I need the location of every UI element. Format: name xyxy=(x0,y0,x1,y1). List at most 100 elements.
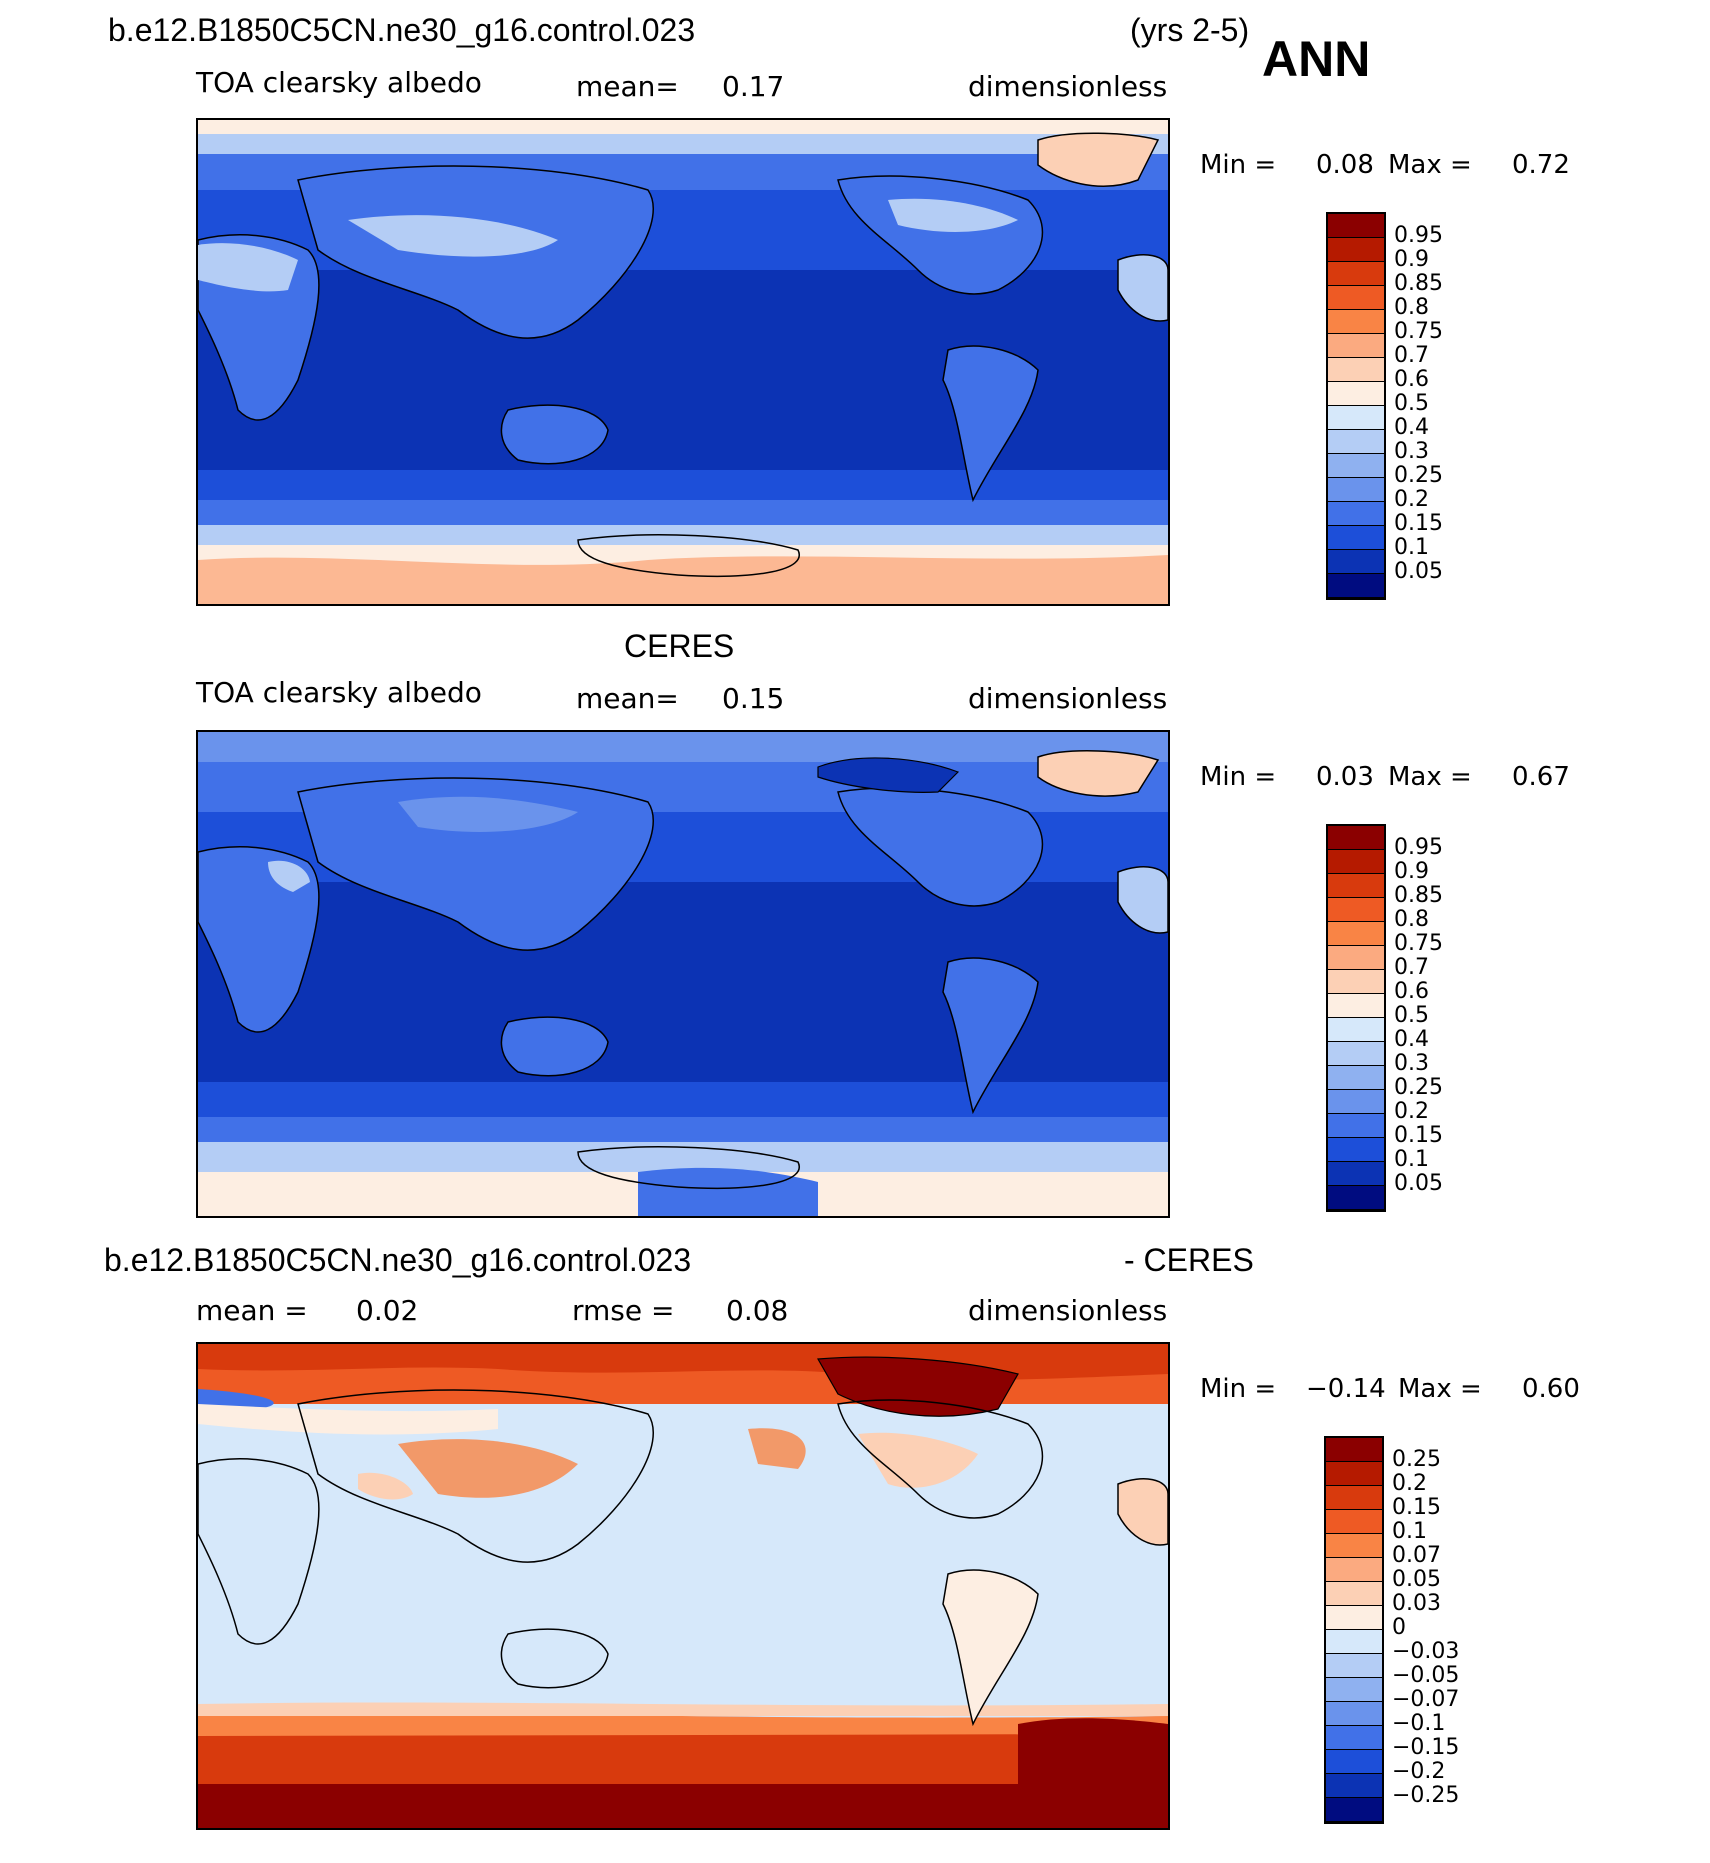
colorbar-tick-label: 0.1 xyxy=(1392,1519,1427,1544)
colorbar-swatch xyxy=(1326,1558,1382,1582)
colorbar-tick-label: 0.7 xyxy=(1394,343,1429,368)
colorbar-box xyxy=(1326,824,1386,1212)
panel3-min-value: −0.14 xyxy=(1306,1374,1386,1404)
panel2-max-label: Max = xyxy=(1388,762,1472,792)
colorbar-tick-label: 0.95 xyxy=(1394,835,1443,860)
colorbar-tick-label: 0.2 xyxy=(1394,1099,1429,1124)
colorbar-swatch xyxy=(1328,1090,1384,1114)
panel1-units: dimensionless xyxy=(968,70,1168,103)
colorbar-swatch xyxy=(1326,1678,1382,1702)
colorbar-swatch xyxy=(1326,1750,1382,1774)
colorbar-swatch xyxy=(1328,1162,1384,1186)
colorbar-swatch xyxy=(1328,850,1384,874)
colorbar-swatch xyxy=(1328,994,1384,1018)
colorbar-swatch xyxy=(1328,262,1384,286)
colorbar-tick-label: 0.7 xyxy=(1394,955,1429,980)
panel3-rmse-value: 0.08 xyxy=(726,1294,789,1327)
colorbar-swatch xyxy=(1328,1042,1384,1066)
season-label: ANN xyxy=(1262,31,1371,87)
colorbar-tick-label: 0.15 xyxy=(1394,511,1443,536)
panel3-map xyxy=(196,1342,1170,1830)
colorbar-swatch xyxy=(1326,1438,1382,1462)
colorbar-tick-label: 0.1 xyxy=(1394,1147,1429,1172)
colorbar-tick-label: −0.03 xyxy=(1392,1639,1460,1664)
colorbar-tick-label: 0.25 xyxy=(1394,1075,1443,1100)
colorbar-swatch xyxy=(1328,286,1384,310)
colorbar-swatch xyxy=(1328,214,1384,238)
colorbar-tick-label: −0.07 xyxy=(1392,1687,1460,1712)
colorbar-swatch xyxy=(1328,358,1384,382)
colorbar-tick-label: 0 xyxy=(1392,1615,1406,1640)
colorbar-swatch xyxy=(1328,550,1384,574)
colorbar-swatch xyxy=(1328,310,1384,334)
colorbar-swatch xyxy=(1328,1018,1384,1042)
colorbar-box xyxy=(1324,1436,1384,1824)
colorbar-tick-label: 0.8 xyxy=(1394,295,1429,320)
colorbar-tick-label: 0.2 xyxy=(1392,1471,1427,1496)
colorbar-tick-label: 0.75 xyxy=(1394,319,1443,344)
panel2-map xyxy=(196,730,1170,1218)
colorbar-tick-label: 0.25 xyxy=(1392,1447,1441,1472)
panel3-min-label: Min = xyxy=(1200,1374,1277,1404)
colorbar-swatch xyxy=(1326,1702,1382,1726)
colorbar-swatch xyxy=(1328,334,1384,358)
panel1-map xyxy=(196,118,1170,606)
colorbar-tick-label: 0.6 xyxy=(1394,979,1429,1004)
panel1-max-label: Max = xyxy=(1388,150,1472,180)
panel2-title: CERES xyxy=(624,628,735,664)
colorbar-swatch xyxy=(1326,1774,1382,1798)
panel1-mean-label: mean= xyxy=(576,70,679,103)
colorbar-swatch xyxy=(1328,1114,1384,1138)
colorbar-tick-label: 0.4 xyxy=(1394,415,1429,440)
colorbar-tick-label: −0.2 xyxy=(1392,1759,1446,1784)
colorbar-swatch xyxy=(1328,574,1384,598)
panel1-min-label: Min = xyxy=(1200,150,1277,180)
colorbar-tick-label: 0.15 xyxy=(1394,1123,1443,1148)
panel2-colorbar: 0.95 0.9 0.85 0.8 0.75 0.7 0.6 0.5 0.4 0.3 0.25 0.2… xyxy=(1326,824,1443,1212)
colorbar-tick-label: 0.2 xyxy=(1394,487,1429,512)
panel3-title-left: b.e12.B1850C5CN.ne30_g16.control.023 xyxy=(104,1242,692,1278)
panel1-colorbar: 0.95 0.9 0.85 0.8 0.75 0.7 0.6 0.5 0.4 0.3 0.25 0.2… xyxy=(1326,212,1443,600)
colorbar-tick-label: 0.8 xyxy=(1394,907,1429,932)
panel3-title-right: - CERES xyxy=(1124,1242,1254,1278)
colorbar-swatch xyxy=(1328,526,1384,550)
panel2-min-value: 0.03 xyxy=(1316,762,1374,792)
colorbar-swatch xyxy=(1326,1462,1382,1486)
panel3-mean-label: mean = xyxy=(196,1294,308,1327)
colorbar-tick-label: 0.3 xyxy=(1394,1051,1429,1076)
panel3-max-value: 0.60 xyxy=(1522,1374,1580,1404)
panel2-variable: TOA clearsky albedo xyxy=(196,676,482,709)
colorbar-tick-label: 0.03 xyxy=(1392,1591,1441,1616)
case-name-title: b.e12.B1850C5CN.ne30_g16.control.023 xyxy=(108,12,696,48)
colorbar-box xyxy=(1326,212,1386,600)
panel2-min-label: Min = xyxy=(1200,762,1277,792)
panel3-mean-value: 0.02 xyxy=(356,1294,419,1327)
panel3-rmse-label: rmse = xyxy=(572,1294,675,1327)
panel2-max-value: 0.67 xyxy=(1512,762,1570,792)
colorbar-swatch xyxy=(1328,406,1384,430)
panel1-map-svg xyxy=(198,120,1168,604)
colorbar-swatch xyxy=(1328,970,1384,994)
colorbar-tick-label: 0.05 xyxy=(1392,1567,1441,1592)
panel1-max-value: 0.72 xyxy=(1512,150,1570,180)
panel1-variable: TOA clearsky albedo xyxy=(196,66,482,99)
colorbar-swatch xyxy=(1326,1798,1382,1822)
colorbar-tick-label: 0.07 xyxy=(1392,1543,1441,1568)
colorbar-swatch xyxy=(1326,1486,1382,1510)
colorbar-swatch xyxy=(1326,1510,1382,1534)
colorbar-swatch xyxy=(1328,1138,1384,1162)
colorbar-swatch xyxy=(1326,1726,1382,1750)
colorbar-tick-label: −0.05 xyxy=(1392,1663,1460,1688)
colorbar-swatch xyxy=(1328,922,1384,946)
panel1-mean-value: 0.17 xyxy=(722,70,785,103)
colorbar-tick-label: −0.25 xyxy=(1392,1783,1460,1808)
colorbar-swatch xyxy=(1328,382,1384,406)
colorbar-tick-label: −0.1 xyxy=(1392,1711,1446,1736)
colorbar-swatch xyxy=(1328,478,1384,502)
colorbar-swatch xyxy=(1328,1066,1384,1090)
panel2-map-svg xyxy=(198,732,1168,1216)
colorbar-tick-label: 0.25 xyxy=(1394,463,1443,488)
colorbar-tick-label: 0.9 xyxy=(1394,247,1429,272)
colorbar-swatch xyxy=(1328,502,1384,526)
colorbar-tick-label: 0.6 xyxy=(1394,367,1429,392)
